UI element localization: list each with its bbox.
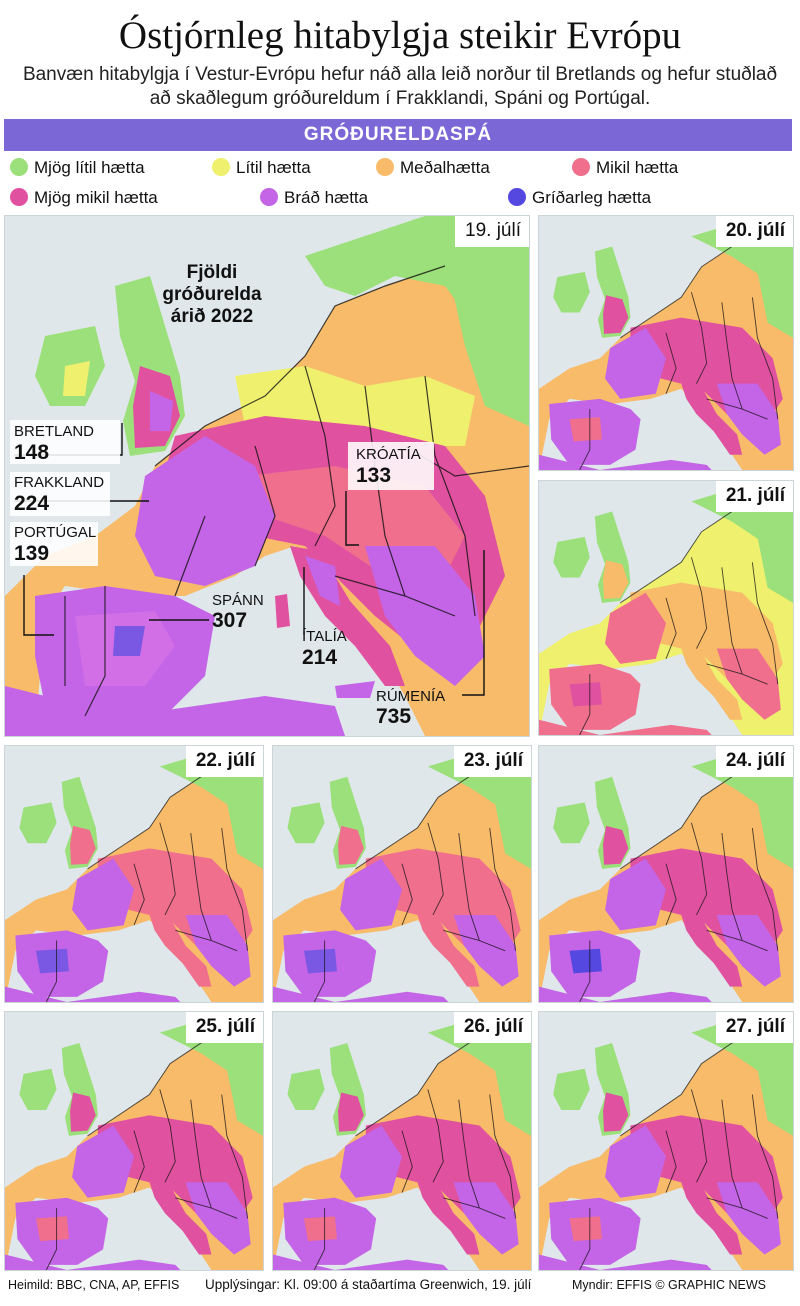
bretland-label-bg — [10, 420, 120, 464]
footer-source: Heimild: BBC, CNA, AP, EFFIS — [8, 1278, 180, 1292]
portugal-label: PORTÚGAL — [14, 524, 97, 541]
italia-label: ÍTALÍA — [302, 628, 347, 645]
legend-item-high: Mikil hætta — [572, 158, 678, 178]
frakkland-count: 224 — [14, 492, 50, 515]
spann-label: SPÁNN — [212, 592, 264, 609]
forecast-map-graphic — [273, 746, 531, 1002]
forecast-map-27: 27. júlí — [538, 1011, 794, 1271]
legend-dot-icon — [212, 158, 230, 176]
bretland-count: 148 — [14, 441, 50, 464]
legend-dot-icon — [10, 188, 28, 206]
legend-item-acute: Bráð hætta — [260, 188, 368, 208]
forecast-map-date: 23. júlí — [453, 746, 531, 777]
rumenia-label: RÚMENÍA — [376, 688, 446, 705]
forecast-map-date: 25. júlí — [185, 1012, 263, 1043]
main-map-date: 19. júlí — [455, 216, 529, 247]
footer-credit: Myndir: EFFIS © GRAPHIC NEWS — [572, 1278, 766, 1292]
kroatia-label: KRÓATÍA — [356, 446, 421, 463]
italia-count: 214 — [302, 646, 338, 669]
legend-item-low: Lítil hætta — [212, 158, 311, 178]
forecast-map-graphic — [539, 1012, 793, 1270]
bretland-label: BRETLAND — [14, 423, 95, 440]
legend-item-medium: Meðalhætta — [376, 158, 490, 178]
portugal-count: 139 — [14, 542, 50, 565]
frakkland-label-bg — [10, 472, 110, 516]
legend-dot-icon — [508, 188, 526, 206]
forecast-map-graphic — [539, 481, 793, 735]
main-fire-risk-map: 19. júlí — [4, 215, 530, 737]
kroatia-label-bg — [348, 442, 434, 490]
forecast-map-graphic — [539, 216, 793, 470]
forecast-map-23: 23. júlí — [272, 745, 532, 1003]
forecast-map-22: 22. júlí — [4, 745, 264, 1003]
kroatia-count: 133 — [356, 464, 392, 487]
legend-item-very-low: Mjög lítil hætta — [10, 158, 145, 178]
forecast-map-date: 20. júlí — [715, 216, 793, 247]
legend-dot-icon — [10, 158, 28, 176]
portugal-label-bg — [10, 522, 98, 566]
forecast-map-date: 22. júlí — [185, 746, 263, 777]
forecast-map-graphic — [539, 746, 793, 1002]
rumenia-count: 735 — [376, 705, 412, 728]
forecast-map-graphic — [5, 1012, 263, 1270]
forecast-map-date: 21. júlí — [715, 481, 793, 512]
forecast-map-25: 25. júlí — [4, 1011, 264, 1271]
forecast-map-graphic — [273, 1012, 531, 1270]
page-title: Óstjórnleg hitabylgja steikir Evrópu — [118, 14, 682, 57]
spann-count: 307 — [212, 609, 248, 632]
forecast-map-date: 24. júlí — [715, 746, 793, 777]
forecast-map-24: 24. júlí — [538, 745, 794, 1003]
legend-dot-icon — [260, 188, 278, 206]
footer-info: Upplýsingar: Kl. 09:00 á staðartíma Gree… — [205, 1277, 532, 1292]
legend-dot-icon — [572, 158, 590, 176]
forecast-map-date: 26. júlí — [453, 1012, 531, 1043]
europe-map-graphic — [5, 216, 529, 736]
frakkland-label: FRAKKLAND — [14, 474, 105, 491]
legend-item-extreme: Gríðarleg hætta — [508, 188, 651, 208]
forecast-map-21: 21. júlí — [538, 480, 794, 736]
forecast-map-26: 26. júlí — [272, 1011, 532, 1271]
forecast-map-20: 20. júlí — [538, 215, 794, 471]
callout-title: Fjöldi gróðurelda árið 2022 — [162, 262, 262, 327]
legend-item-very-high: Mjög mikil hætta — [10, 188, 158, 208]
forecast-map-date: 27. júlí — [715, 1012, 793, 1043]
legend-dot-icon — [376, 158, 394, 176]
forecast-map-graphic — [5, 746, 263, 1002]
section-band: GRÓÐURELDASPÁ — [4, 119, 792, 151]
page-subtitle: Banvæn hitabylgja í Vestur-Evrópu hefur … — [22, 64, 778, 109]
